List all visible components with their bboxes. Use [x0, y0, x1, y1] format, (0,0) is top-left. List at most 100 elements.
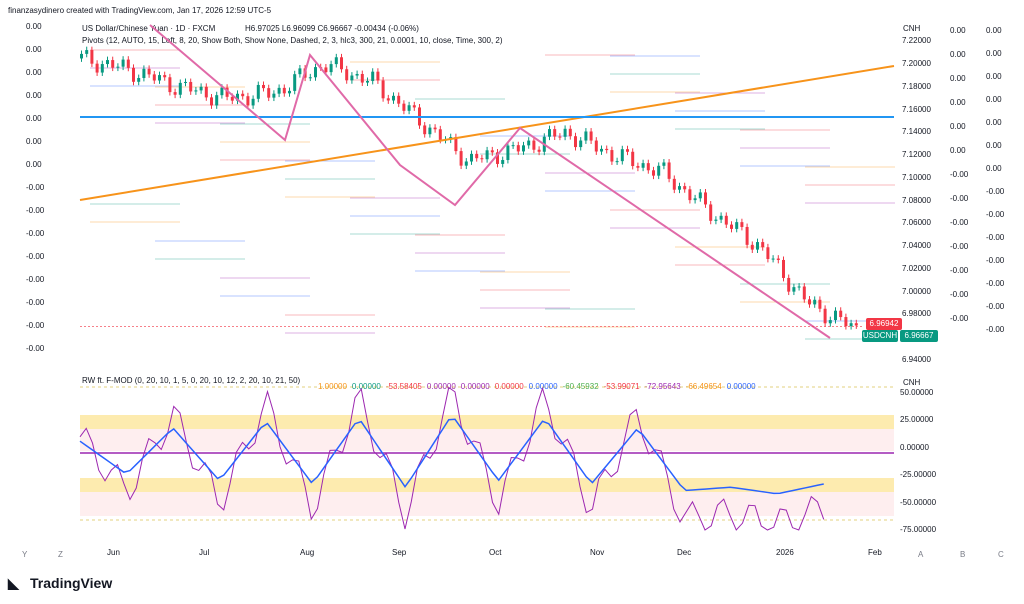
- candle-body: [256, 84, 260, 99]
- candle-body: [631, 151, 635, 167]
- oscillator-value: -66.49654: [685, 382, 722, 391]
- candle-body: [178, 82, 182, 95]
- oscillator-title[interactable]: RW ft. F-MOD (0, 20, 10, 1, 5, 0, 20, 10…: [82, 376, 301, 385]
- left-scale-label: 0.00: [26, 22, 42, 31]
- candle-body: [537, 149, 541, 152]
- candle-body: [797, 286, 801, 288]
- candle-body: [490, 150, 494, 153]
- candle-body: [277, 87, 281, 94]
- candle-body: [657, 165, 661, 176]
- price-tick-label: 7.14000: [902, 127, 931, 137]
- candle-body: [475, 153, 479, 159]
- candle-body: [620, 149, 624, 162]
- candle-body: [126, 59, 130, 68]
- oscillator-scale-currency: CNH: [903, 378, 921, 387]
- oscillator-values: 1.00000 0.00000 -53.58405 0.00000 0.00000 0.0…: [318, 376, 761, 394]
- candle-body: [189, 81, 193, 92]
- candle-body: [808, 299, 811, 305]
- price-tick-label: 7.10000: [902, 172, 931, 182]
- candle-body: [90, 50, 94, 64]
- candle-body: [792, 287, 796, 292]
- candle-body: [662, 162, 666, 166]
- candle-body: [142, 68, 146, 78]
- right-scale-a-label: 0.00: [950, 50, 966, 59]
- candle-body: [241, 93, 245, 97]
- candle-body: [641, 163, 645, 168]
- pivot-lines: [90, 49, 895, 340]
- candle-body: [267, 88, 271, 98]
- candle-body: [776, 258, 780, 260]
- candle-body: [854, 323, 858, 326]
- candle-body: [761, 242, 765, 248]
- candle-body: [199, 86, 203, 91]
- candle-body: [428, 127, 432, 135]
- candle-body: [610, 150, 614, 162]
- price-tick-label: 7.20000: [902, 59, 931, 69]
- oscillator-value: 0.00000: [426, 382, 456, 391]
- close-price-tag: 6.96667: [900, 330, 938, 342]
- left-scale-label: -0.00: [26, 252, 45, 261]
- left-scale-label: 0.00: [26, 45, 42, 54]
- candle-body: [771, 258, 775, 260]
- candle-body: [568, 128, 572, 137]
- oscillator-tick-label: -25.00000: [900, 470, 937, 480]
- candle-body: [714, 219, 718, 221]
- time-axis-label: 2026: [776, 548, 794, 557]
- price-tick-label: 7.04000: [902, 241, 931, 251]
- right-scale-a-label: -0.00: [950, 266, 969, 275]
- pivots-indicator-line[interactable]: Pivots (12, AUTO, 15, Left, 8, 20, Show …: [82, 36, 503, 45]
- price-tick-label: 7.00000: [902, 286, 931, 296]
- candle-body: [464, 161, 468, 166]
- candle-body: [849, 323, 853, 327]
- candle-body: [350, 75, 354, 81]
- candle-body: [511, 145, 515, 147]
- right-scale-a-label: -0.00: [950, 194, 969, 203]
- right-scale-b-label: 0.00: [986, 164, 1002, 173]
- candle-body: [173, 92, 177, 95]
- tradingview-logo-icon: ◣: [8, 575, 19, 591]
- candle-body: [558, 136, 562, 138]
- candle-body: [548, 129, 551, 137]
- candle-body: [579, 140, 583, 148]
- oscillator-value: 0.00000: [528, 382, 558, 391]
- time-axis-corner-b: B: [960, 550, 966, 559]
- price-tick-label: 7.08000: [902, 195, 931, 205]
- candle-body: [480, 158, 484, 160]
- candle-body: [360, 73, 364, 83]
- candle-body: [314, 67, 317, 78]
- symbol-title[interactable]: US Dollar/Chinese Yuan · 1D · FXCM: [82, 24, 216, 33]
- right-scale-b-label: -0.00: [986, 187, 1005, 196]
- candle-body: [340, 57, 343, 70]
- candle-body: [501, 160, 505, 164]
- candle-body: [766, 247, 770, 259]
- right-scale-b-label: -0.00: [986, 325, 1005, 334]
- oscillator-value: -53.99071: [603, 382, 640, 391]
- candle-body: [844, 317, 848, 327]
- candle-body: [506, 145, 510, 161]
- candle-body: [527, 140, 531, 146]
- candle-body: [818, 299, 822, 309]
- candle-body: [688, 189, 692, 201]
- candle-body: [834, 310, 837, 321]
- candle-body: [397, 95, 401, 104]
- price-tick-label: 7.22000: [902, 36, 931, 46]
- candle-body: [204, 86, 208, 98]
- tradingview-logo: ◣ TradingView: [8, 575, 112, 592]
- candle-body: [433, 127, 437, 130]
- candle-body: [756, 242, 759, 250]
- candle-body: [839, 310, 843, 318]
- right-scale-b-label: 0.00: [986, 26, 1002, 35]
- candle-body: [116, 66, 120, 68]
- candle-body: [152, 74, 156, 81]
- price-tick-label: 7.06000: [902, 218, 931, 228]
- candle-body: [407, 105, 411, 111]
- candle-body: [308, 77, 312, 79]
- candle-body: [823, 308, 827, 324]
- oscillator-tick-label: -75.00000: [900, 525, 937, 534]
- candle-body: [724, 215, 728, 225]
- candle-body: [298, 68, 302, 75]
- time-axis-label: Oct: [489, 548, 502, 557]
- right-scale-b-label: 0.00: [986, 118, 1002, 127]
- time-axis-corner-z: Z: [58, 550, 63, 559]
